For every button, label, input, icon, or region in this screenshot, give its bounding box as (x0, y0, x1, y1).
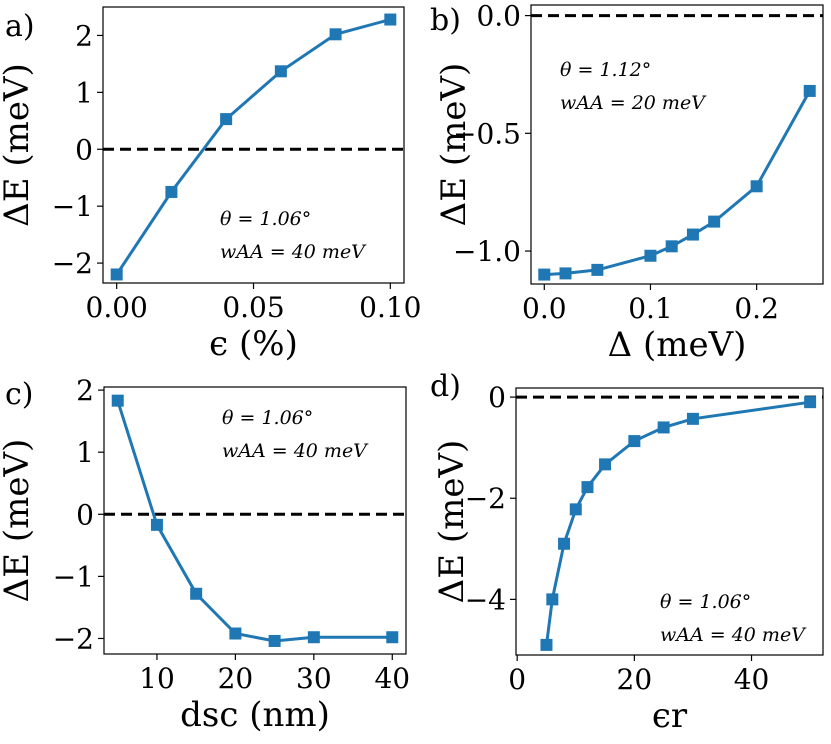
y-tick-label: 0 (75, 133, 93, 166)
x-tick-label: 40 (374, 662, 410, 695)
data-point (190, 587, 203, 600)
data-point (111, 394, 124, 407)
data-point (558, 537, 571, 550)
x-tick-label: 0.0 (522, 292, 567, 325)
y-tick-label: −1 (52, 190, 93, 223)
data-point (110, 268, 123, 281)
panel-b: b) 0.0 0.1 0.2 0.0 −0.5 −1.0 Δ (meV) ΔE (meV) θ =… (430, 0, 824, 365)
plot-frame (515, 387, 824, 656)
y-tick-label: −2 (53, 622, 94, 655)
data-point (686, 412, 699, 425)
y-axis-label: ΔE (meV) (0, 439, 37, 603)
data-point (546, 593, 559, 606)
data-point (581, 481, 594, 494)
data-point (591, 263, 604, 276)
data-point (307, 631, 320, 644)
y-tick-label: 0.0 (476, 0, 521, 33)
plot-frame (530, 4, 824, 285)
panel-label: a) (5, 9, 35, 44)
x-tick-label: 0.00 (86, 291, 148, 324)
annotation-line: θ = 1.12° (560, 59, 651, 81)
annotation-line: wAA = 20 meV (560, 92, 707, 114)
x-axis-label: Δ (meV) (608, 325, 747, 365)
data-point (686, 228, 699, 241)
x-tick-label: 0 (508, 663, 526, 696)
panel-c: c) 10 20 30 40 −2 −1 0 1 2 dsc (nm) ΔE (meV) θ = 1.0… (0, 374, 410, 735)
x-tick-label: 0.1 (628, 292, 673, 325)
data-point (569, 503, 582, 516)
x-tick-label: 0.05 (222, 291, 284, 324)
data-point (628, 435, 641, 448)
y-tick-label: −0.5 (453, 117, 521, 150)
annotation-line: wAA = 40 meV (222, 440, 369, 462)
plot-frame (103, 386, 407, 655)
panel-label: d) (430, 369, 461, 404)
annotation-line: θ = 1.06° (660, 591, 751, 613)
data-point (229, 627, 242, 640)
y-axis-label: ΔE (meV) (434, 63, 474, 227)
data-point (268, 634, 281, 647)
y-tick-label: 1 (76, 436, 94, 469)
y-tick-label: 2 (75, 19, 93, 52)
x-tick-label: 40 (734, 663, 770, 696)
series-line (115, 18, 391, 276)
y-tick-label: −2 (52, 247, 93, 280)
data-point (274, 65, 287, 78)
data-point (599, 458, 612, 471)
panel-d: d) 0 20 40 0 −2 −4 ϵr ΔE (meV) θ = 1.06° wAA = 40 … (430, 369, 824, 736)
data-point (329, 28, 342, 41)
x-tick-label: 20 (218, 662, 254, 695)
y-tick-label: −4 (465, 583, 506, 616)
data-point (150, 518, 163, 531)
y-tick-label: 0 (76, 498, 94, 531)
annotation-line: wAA = 40 meV (220, 241, 367, 263)
x-tick-label: 0.10 (359, 291, 421, 324)
data-point (384, 13, 397, 26)
data-point (665, 240, 678, 253)
data-point (803, 84, 816, 97)
data-point (559, 267, 572, 280)
data-point (165, 185, 178, 198)
panel-a: a) 0.00 0.05 0.10 −2 −1 0 1 2 ϵ (%) ΔE (meV) θ = 1.… (0, 6, 421, 364)
y-tick-label: −1 (53, 560, 94, 593)
x-axis-label: ϵr (652, 696, 688, 736)
data-point (644, 249, 657, 262)
x-tick-label: 0.2 (734, 292, 779, 325)
y-tick-label: 1 (75, 76, 93, 109)
x-tick-label: 30 (296, 662, 332, 695)
data-point (708, 215, 721, 228)
data-point (540, 638, 553, 651)
y-axis-label: ΔE (meV) (432, 440, 472, 604)
data-point (386, 631, 399, 644)
data-point (657, 421, 670, 434)
x-tick-label: 10 (139, 662, 175, 695)
series-line (545, 400, 811, 646)
panel-label: c) (5, 377, 34, 412)
x-tick-label: 20 (617, 663, 653, 696)
x-axis-label: ϵ (%) (209, 324, 298, 364)
data-point (750, 180, 763, 193)
annotation-line: wAA = 40 meV (660, 624, 807, 646)
y-tick-label: −1.0 (453, 235, 521, 268)
data-point (804, 396, 817, 409)
y-tick-label: −2 (465, 482, 506, 515)
annotation-line: θ = 1.06° (220, 208, 311, 230)
annotation-line: θ = 1.06° (222, 407, 313, 429)
data-point (538, 268, 551, 281)
data-point (220, 113, 233, 126)
y-tick-label: 0 (488, 381, 506, 414)
y-tick-label: 2 (76, 374, 94, 407)
x-axis-label: dsc (nm) (180, 695, 330, 735)
y-axis-label: ΔE (meV) (0, 63, 37, 227)
panel-label: b) (430, 3, 461, 38)
